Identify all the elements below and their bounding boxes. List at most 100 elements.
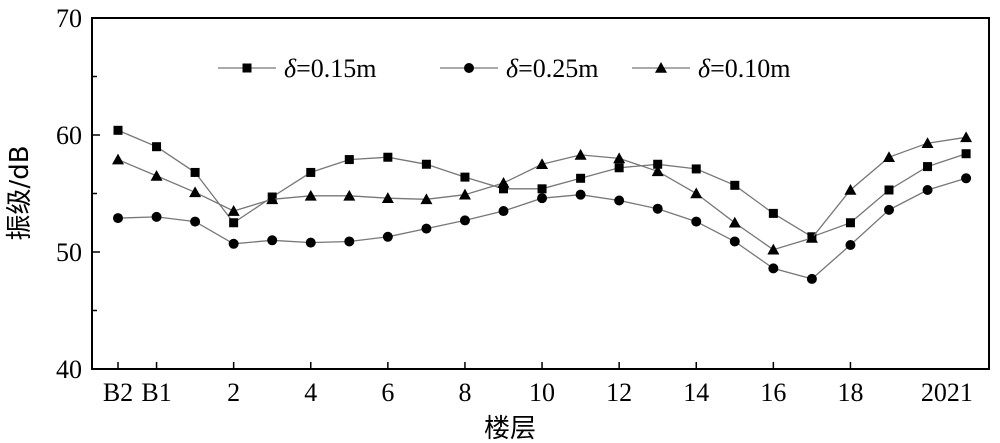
data-point bbox=[112, 153, 124, 165]
data-point bbox=[652, 203, 663, 214]
data-point bbox=[884, 204, 894, 215]
data-point bbox=[306, 167, 316, 177]
series-triangle bbox=[112, 131, 973, 255]
x-tick-label: 10 bbox=[529, 378, 555, 407]
legend: δ=0.15m δ=0.25m δ=0.10m bbox=[218, 54, 790, 83]
data-point bbox=[151, 211, 162, 222]
x-tick-label: B1 bbox=[141, 378, 171, 407]
data-point bbox=[382, 231, 393, 242]
data-point bbox=[420, 193, 433, 205]
data-point bbox=[113, 125, 123, 135]
x-tick-label: 8 bbox=[458, 378, 471, 407]
legend-marker bbox=[242, 63, 252, 73]
data-point bbox=[614, 195, 625, 206]
y-tick-labels: 40 50 60 70 bbox=[56, 4, 82, 384]
data-point bbox=[653, 159, 663, 169]
data-point bbox=[343, 189, 356, 201]
data-point bbox=[884, 185, 894, 195]
data-point bbox=[844, 183, 857, 195]
data-point bbox=[691, 164, 701, 174]
data-point bbox=[381, 192, 394, 203]
data-point bbox=[305, 237, 316, 248]
legend-label: δ=0.10m bbox=[698, 54, 790, 83]
data-point bbox=[344, 236, 355, 247]
data-point bbox=[768, 208, 778, 218]
data-point bbox=[421, 159, 431, 169]
data-point bbox=[614, 163, 624, 173]
x-tick-labels: B2 B1 2 4 6 8 10 12 14 16 18 2021 bbox=[103, 378, 973, 407]
x-tick-label: 12 bbox=[606, 378, 632, 407]
data-point bbox=[459, 215, 470, 226]
data-point bbox=[421, 223, 432, 234]
series-line bbox=[117, 129, 967, 238]
data-point bbox=[152, 142, 162, 152]
legend-item: δ=0.10m bbox=[632, 54, 790, 83]
data-point bbox=[266, 193, 279, 205]
data-point bbox=[536, 158, 549, 170]
data-point bbox=[574, 148, 587, 160]
data-point bbox=[228, 238, 239, 249]
series-group bbox=[112, 125, 973, 284]
data-point bbox=[923, 162, 933, 172]
x-tick-label: 6 bbox=[381, 378, 394, 407]
data-point bbox=[537, 193, 548, 204]
data-point bbox=[150, 169, 163, 181]
data-point bbox=[961, 149, 971, 159]
x-tick-label: 18 bbox=[837, 378, 863, 407]
data-point bbox=[497, 176, 510, 188]
series-square bbox=[113, 125, 971, 242]
data-point bbox=[498, 206, 509, 217]
plot-frame bbox=[91, 17, 990, 370]
data-point bbox=[537, 184, 547, 194]
x-axis-title: 楼层 bbox=[484, 414, 536, 443]
y-tick-label: 70 bbox=[56, 4, 82, 33]
y-tick-label: 60 bbox=[56, 121, 82, 150]
legend-marker bbox=[655, 62, 667, 73]
data-point bbox=[805, 231, 818, 243]
data-point bbox=[304, 189, 317, 201]
data-point bbox=[383, 152, 393, 162]
data-point bbox=[690, 187, 703, 199]
data-point bbox=[460, 172, 470, 182]
data-point bbox=[267, 235, 278, 246]
x-tick-label: 14 bbox=[683, 378, 709, 407]
data-point bbox=[575, 189, 586, 200]
data-point bbox=[576, 173, 586, 183]
legend-item: δ=0.25m bbox=[440, 54, 598, 83]
y-tick-label: 50 bbox=[56, 238, 82, 267]
data-point bbox=[883, 151, 895, 163]
data-point bbox=[499, 184, 508, 194]
legend-label: δ=0.15m bbox=[284, 54, 376, 83]
y-axis-title: 振级/dB bbox=[5, 145, 35, 240]
legend-label: δ=0.25m bbox=[506, 54, 598, 83]
data-point bbox=[113, 213, 123, 224]
data-point bbox=[960, 131, 973, 143]
y-tick-label: 40 bbox=[56, 355, 82, 384]
x-tick-label: 16 bbox=[760, 378, 786, 407]
data-point bbox=[691, 216, 702, 227]
data-point bbox=[229, 218, 239, 228]
data-point bbox=[729, 236, 740, 247]
legend-item: δ=0.15m bbox=[218, 54, 376, 83]
series-circle bbox=[113, 173, 972, 284]
data-point bbox=[458, 188, 471, 200]
data-point bbox=[768, 263, 779, 274]
data-point bbox=[922, 184, 933, 195]
data-point bbox=[845, 239, 856, 250]
data-point bbox=[921, 137, 934, 148]
data-point bbox=[613, 152, 626, 164]
x-tick-label: 2 bbox=[227, 378, 240, 407]
x-tick-label: B2 bbox=[103, 378, 133, 407]
data-point bbox=[189, 186, 202, 198]
data-point bbox=[728, 216, 741, 228]
data-point bbox=[806, 273, 817, 284]
data-point bbox=[190, 216, 201, 227]
x-tick-label: 2021 bbox=[921, 378, 973, 407]
data-point bbox=[845, 218, 855, 228]
data-point bbox=[767, 243, 780, 255]
data-point bbox=[730, 180, 740, 190]
data-point bbox=[961, 173, 972, 184]
legend-marker bbox=[464, 63, 474, 73]
data-point bbox=[651, 165, 664, 177]
